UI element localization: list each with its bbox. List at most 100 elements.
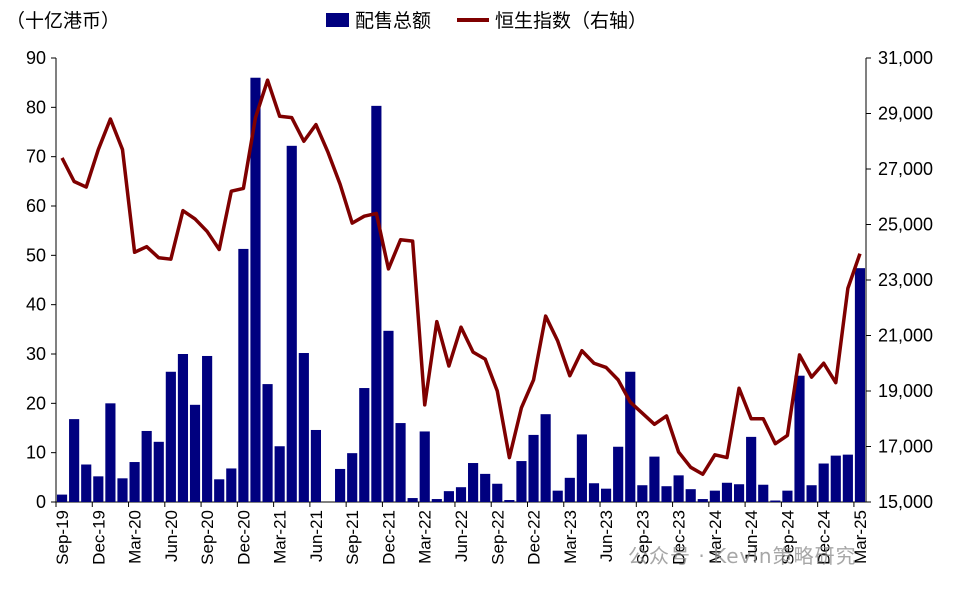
bar	[613, 446, 624, 502]
x-tick-label: Dec-20	[234, 510, 253, 565]
bar	[117, 478, 128, 502]
bar	[818, 463, 829, 502]
bar	[492, 483, 503, 502]
bar	[347, 453, 358, 502]
left-tick-label: 10	[26, 443, 46, 463]
bar	[335, 468, 346, 502]
left-tick-label: 50	[26, 245, 46, 265]
bar	[105, 403, 116, 502]
bar	[504, 500, 515, 502]
bar	[443, 491, 454, 502]
x-tick-label: Jun-22	[452, 510, 471, 562]
bar	[794, 375, 805, 502]
bar	[93, 476, 104, 502]
bar	[746, 436, 757, 502]
x-tick-label: Jun-20	[162, 510, 181, 562]
bar	[202, 355, 213, 502]
bar	[637, 485, 648, 502]
legend-line-label: 恒生指数（右轴）	[495, 10, 648, 32]
x-tick-label: Dec-21	[379, 510, 398, 565]
left-tick-label: 60	[26, 196, 46, 216]
legend-line-swatch	[457, 17, 490, 22]
bar	[455, 487, 467, 502]
bar	[468, 463, 479, 502]
bar	[830, 455, 841, 502]
x-tick-label: Jun-21	[307, 510, 326, 562]
right-tick-label: 29,000	[878, 104, 933, 124]
bar	[310, 429, 322, 502]
x-tick-label: Dec-22	[525, 510, 544, 565]
bar	[189, 404, 201, 502]
bar	[407, 498, 418, 502]
bar	[552, 490, 563, 502]
x-tick-label: Mar-22	[416, 510, 435, 564]
bar	[770, 500, 781, 502]
bar	[81, 464, 92, 502]
bar	[758, 484, 769, 502]
bar	[564, 477, 575, 502]
right-tick-label: 21,000	[878, 326, 933, 346]
right-tick-label: 23,000	[878, 270, 933, 290]
x-tick-label: Sep-19	[53, 510, 72, 565]
bar	[226, 468, 237, 502]
left-tick-label: 0	[36, 492, 46, 512]
x-tick-label: Mar-20	[126, 510, 145, 564]
watermark: 公众号 · Kevin策略研究	[628, 544, 857, 568]
bar	[359, 388, 370, 502]
x-tick-label: Sep-23	[633, 510, 652, 565]
x-tick-label: Jun-23	[597, 510, 616, 562]
bar	[274, 446, 285, 502]
right-tick-label: 27,000	[878, 159, 933, 179]
bar	[250, 77, 261, 502]
bar	[673, 475, 684, 502]
bar	[733, 484, 745, 502]
x-tick-label: Mar-21	[271, 510, 290, 564]
bar	[262, 384, 273, 502]
bar	[854, 268, 866, 502]
bar	[56, 494, 68, 502]
bar	[165, 371, 176, 502]
legend-bar-swatch	[326, 12, 349, 27]
bar	[842, 454, 853, 502]
legend: 配售总额 恒生指数（右轴）	[326, 6, 647, 33]
bar	[528, 434, 539, 502]
bar	[129, 462, 140, 502]
bar	[782, 490, 793, 502]
bar	[431, 499, 442, 502]
bar	[371, 105, 382, 502]
x-tick-label: Sep-24	[778, 510, 797, 565]
bar	[588, 483, 600, 502]
bar	[661, 486, 672, 502]
legend-bar-label: 配售总额	[355, 10, 432, 32]
bar	[806, 485, 817, 502]
bar	[721, 482, 733, 502]
bar	[625, 371, 636, 502]
bar	[238, 248, 249, 502]
bar	[395, 423, 406, 502]
bar	[69, 419, 80, 502]
bar	[177, 354, 189, 502]
left-axis-unit: （十亿港币）	[6, 10, 121, 32]
bar	[709, 490, 720, 502]
x-tick-label: Jun-24	[742, 510, 761, 562]
right-tick-label: 15,000	[878, 492, 933, 512]
left-tick-label: 80	[26, 97, 46, 117]
bar	[286, 145, 297, 502]
bar	[298, 353, 309, 502]
left-tick-label: 90	[26, 48, 46, 68]
hsi-line	[60, 78, 862, 476]
x-tick-label: Mar-25	[851, 510, 870, 564]
right-tick-label: 25,000	[878, 215, 933, 235]
bar	[516, 461, 527, 502]
x-tick-label: Mar-23	[561, 510, 580, 564]
bar	[480, 473, 491, 502]
bar	[419, 431, 430, 502]
bar	[685, 489, 696, 502]
right-tick-label: 31,000	[878, 48, 933, 68]
x-tick-label: Dec-23	[670, 510, 689, 565]
bar	[153, 441, 164, 502]
bar	[649, 456, 660, 502]
bar	[214, 479, 225, 502]
x-tick-label: Sep-21	[343, 510, 362, 565]
bar	[141, 430, 152, 502]
